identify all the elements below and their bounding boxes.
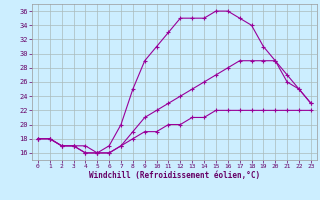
X-axis label: Windchill (Refroidissement éolien,°C): Windchill (Refroidissement éolien,°C): [89, 171, 260, 180]
